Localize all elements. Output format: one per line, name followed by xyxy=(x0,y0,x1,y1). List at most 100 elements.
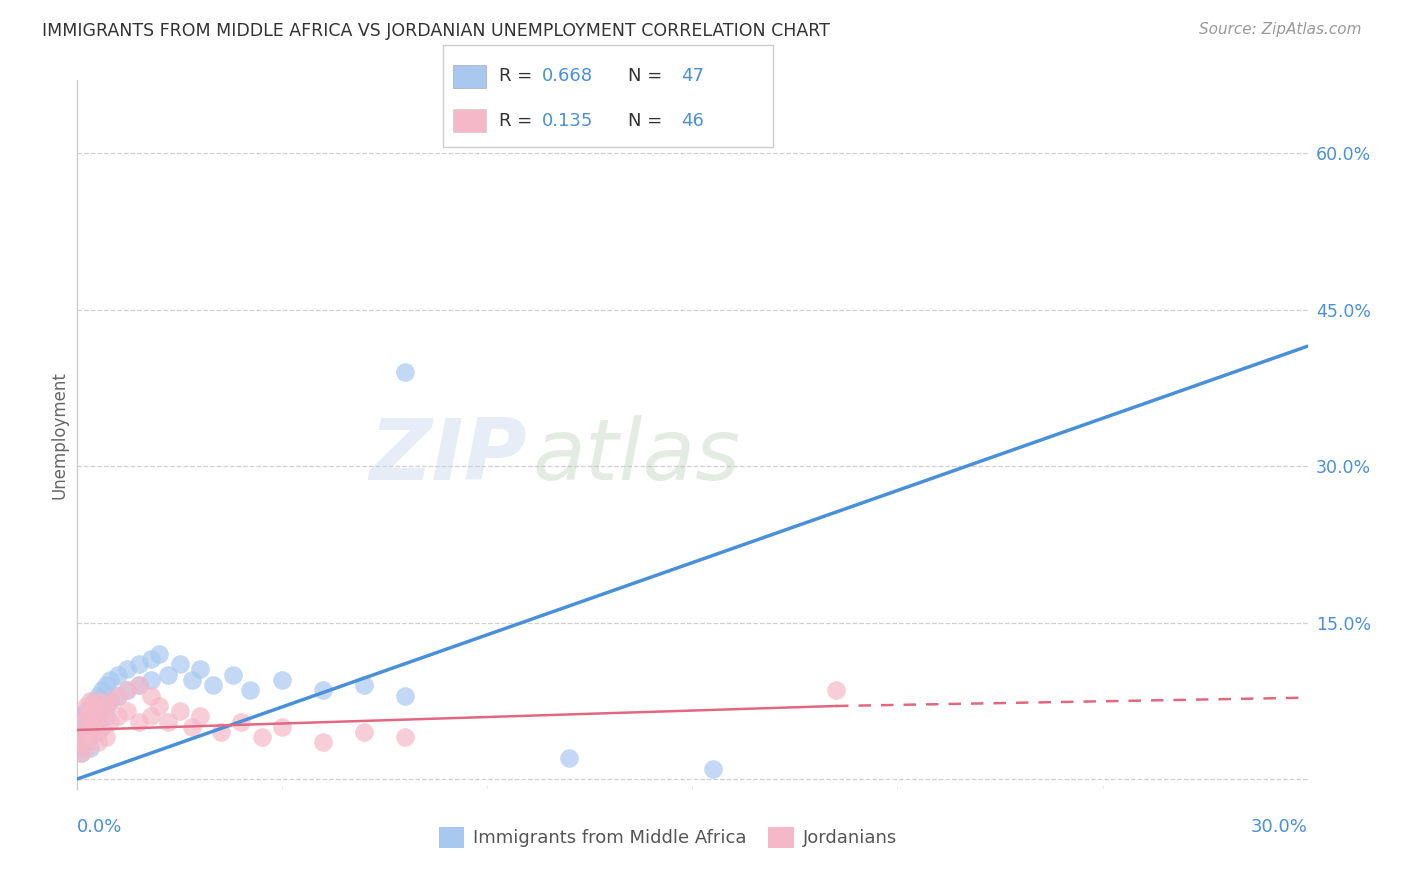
Point xyxy=(90,698,114,713)
Y-axis label: Unemployment: Unemployment xyxy=(51,371,69,499)
Point xyxy=(75,731,97,745)
Point xyxy=(825,683,848,698)
Point xyxy=(558,751,581,765)
Point xyxy=(83,709,105,723)
Point xyxy=(94,731,117,745)
Point xyxy=(181,673,204,687)
Text: IMMIGRANTS FROM MIDDLE AFRICA VS JORDANIAN UNEMPLOYMENT CORRELATION CHART: IMMIGRANTS FROM MIDDLE AFRICA VS JORDANI… xyxy=(42,22,830,40)
Point xyxy=(156,667,179,681)
Point xyxy=(70,740,93,755)
Point xyxy=(141,709,163,723)
Point xyxy=(75,725,97,739)
Point xyxy=(156,714,179,729)
Point xyxy=(90,683,114,698)
Point xyxy=(250,731,273,745)
Point xyxy=(70,714,93,729)
Point xyxy=(115,683,138,698)
Point xyxy=(94,698,117,713)
Point xyxy=(271,673,294,687)
Text: ZIP: ZIP xyxy=(368,415,526,498)
Point xyxy=(79,740,101,755)
Text: 0.135: 0.135 xyxy=(543,112,593,129)
Text: 47: 47 xyxy=(681,68,704,86)
Text: N =: N = xyxy=(628,68,668,86)
Point xyxy=(209,725,232,739)
Point xyxy=(312,683,335,698)
Point xyxy=(169,657,191,672)
Point xyxy=(115,663,138,677)
Point xyxy=(79,731,101,745)
Point xyxy=(107,667,129,681)
Point xyxy=(87,735,110,749)
Point xyxy=(128,657,150,672)
Point xyxy=(83,720,105,734)
Point xyxy=(312,735,335,749)
Point xyxy=(128,678,150,692)
Point xyxy=(70,731,93,745)
Point xyxy=(181,720,204,734)
Point xyxy=(75,740,97,755)
Point xyxy=(70,746,93,760)
Point xyxy=(201,678,224,692)
Point xyxy=(75,704,97,718)
Point xyxy=(98,694,121,708)
Point xyxy=(87,694,110,708)
Legend: Immigrants from Middle Africa, Jordanians: Immigrants from Middle Africa, Jordanian… xyxy=(432,820,904,855)
Point xyxy=(94,709,117,723)
Point xyxy=(83,725,105,739)
Point xyxy=(70,735,93,749)
Point xyxy=(394,365,416,379)
Point xyxy=(83,698,105,713)
Point xyxy=(70,709,93,723)
Point xyxy=(353,725,375,739)
Point xyxy=(70,746,93,760)
Point xyxy=(79,704,101,718)
Point xyxy=(115,704,138,718)
Point xyxy=(75,720,97,734)
Point xyxy=(75,735,97,749)
Point xyxy=(70,725,93,739)
Text: R =: R = xyxy=(499,112,544,129)
Point xyxy=(222,667,245,681)
Point xyxy=(394,731,416,745)
Point xyxy=(115,683,138,698)
Point xyxy=(79,720,101,734)
Point xyxy=(141,689,163,703)
Point xyxy=(107,689,129,703)
FancyBboxPatch shape xyxy=(443,45,773,147)
Point xyxy=(188,663,212,677)
Point xyxy=(128,678,150,692)
Point xyxy=(148,698,170,713)
Point xyxy=(353,678,375,692)
Point xyxy=(94,678,117,692)
Text: Source: ZipAtlas.com: Source: ZipAtlas.com xyxy=(1198,22,1361,37)
Text: atlas: atlas xyxy=(533,415,741,498)
Text: 46: 46 xyxy=(681,112,703,129)
Point xyxy=(702,762,724,776)
Point xyxy=(83,714,105,729)
Point xyxy=(231,714,253,729)
Point xyxy=(107,689,129,703)
Point xyxy=(87,709,110,723)
Point xyxy=(188,709,212,723)
Point xyxy=(271,720,294,734)
Point xyxy=(394,689,416,703)
Point xyxy=(79,698,101,713)
Point xyxy=(98,673,121,687)
Point xyxy=(87,704,110,718)
Text: 0.0%: 0.0% xyxy=(77,818,122,836)
Point xyxy=(90,720,114,734)
Text: N =: N = xyxy=(628,112,668,129)
Point xyxy=(87,725,110,739)
Point xyxy=(75,709,97,723)
Point xyxy=(79,725,101,739)
Text: 0.668: 0.668 xyxy=(543,68,593,86)
Text: 30.0%: 30.0% xyxy=(1251,818,1308,836)
Point xyxy=(169,704,191,718)
Bar xyxy=(453,65,486,87)
Point xyxy=(107,709,129,723)
Point xyxy=(148,647,170,661)
Point xyxy=(75,698,97,713)
Point xyxy=(79,714,101,729)
Bar xyxy=(453,109,486,132)
